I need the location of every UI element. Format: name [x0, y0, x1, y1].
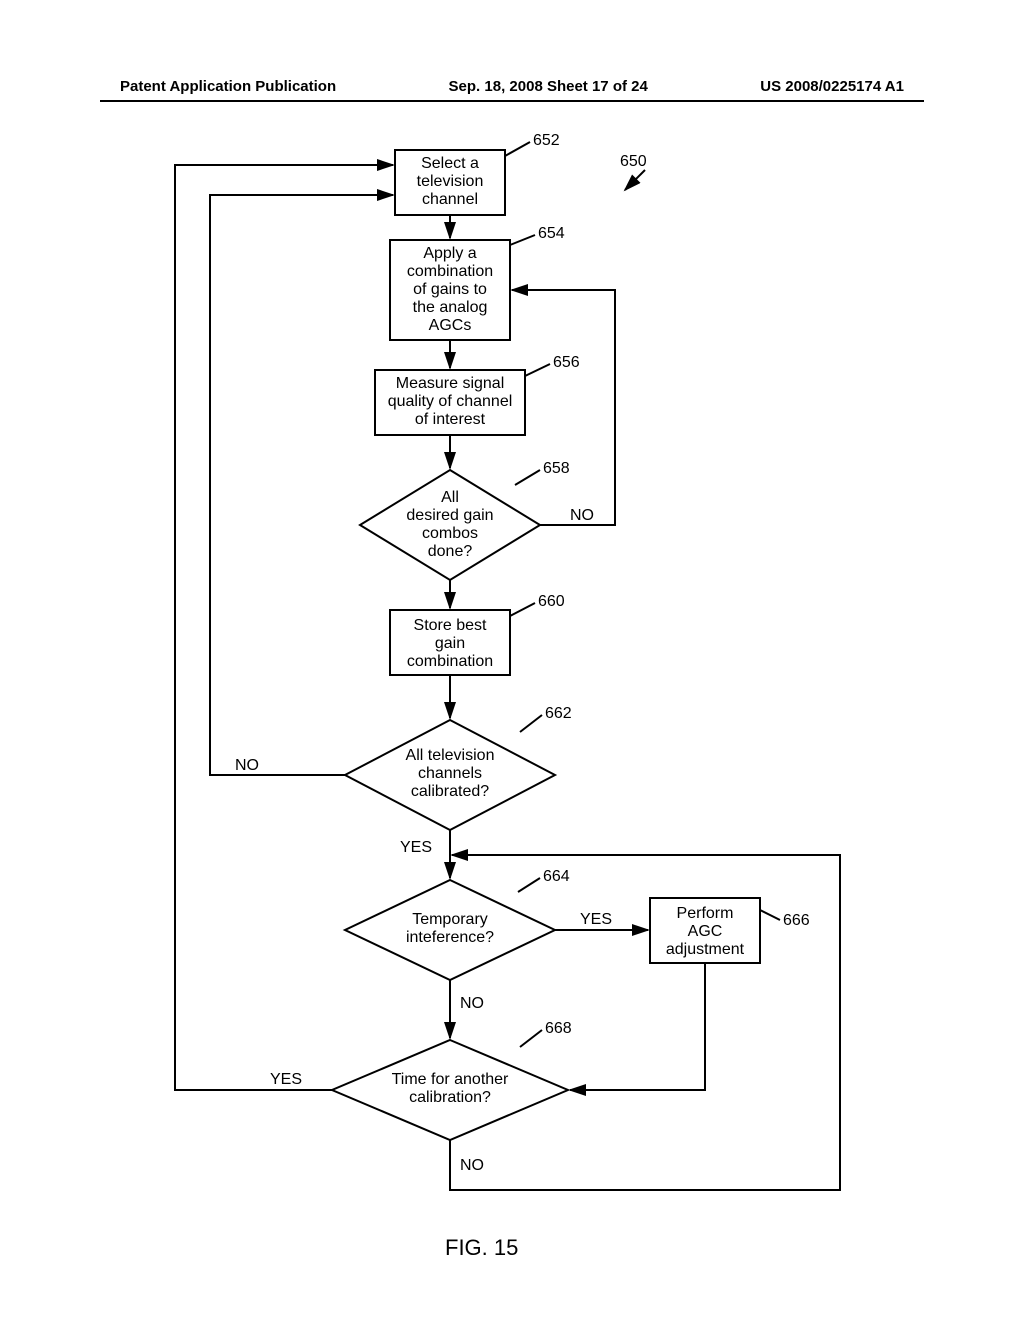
n668-l2: calibration?: [409, 1089, 491, 1106]
n666-l3: adjustment: [666, 941, 745, 958]
n662-l1: All television: [406, 747, 495, 764]
n656-l2: quality of channel: [388, 393, 513, 410]
header-right: US 2008/0225174 A1: [760, 78, 904, 95]
lbl-668-yes: YES: [270, 1071, 302, 1088]
ref-660: 660: [538, 593, 565, 610]
ref-662: 662: [545, 705, 572, 722]
flowchart: 650 Select a television channel 652 Appl…: [120, 130, 900, 1260]
n662-l2: channels: [418, 765, 482, 782]
n654-l5: AGCs: [429, 317, 472, 334]
n660-l1: Store best: [414, 617, 487, 634]
n654-l3: of gains to: [413, 281, 487, 298]
lbl-662-no: NO: [235, 757, 259, 774]
n666-l2: AGC: [688, 923, 723, 940]
n666-l1: Perform: [677, 905, 734, 922]
ref-658: 658: [543, 460, 570, 477]
figure-label: FIG. 15: [445, 1235, 518, 1261]
n660-l2: gain: [435, 635, 465, 652]
lbl-662-yes: YES: [400, 839, 432, 856]
ref-656: 656: [553, 354, 580, 371]
n656-l3: of interest: [415, 411, 486, 428]
header-left: Patent Application Publication: [120, 78, 336, 95]
ref-666: 666: [783, 912, 810, 929]
lbl-664-no: NO: [460, 995, 484, 1012]
n652-l1: Select a: [421, 155, 479, 172]
n658-l4: done?: [428, 543, 473, 560]
ref-668: 668: [545, 1020, 572, 1037]
n654-l2: combination: [407, 263, 493, 280]
n654-l4: the analog: [413, 299, 488, 316]
lbl-664-yes: YES: [580, 911, 612, 928]
n654-l1: Apply a: [423, 245, 476, 262]
lbl-658-no: NO: [570, 507, 594, 524]
n664-l1: Temporary: [412, 911, 488, 928]
n658-l2: desired gain: [406, 507, 493, 524]
n662-l3: calibrated?: [411, 783, 489, 800]
n656-l1: Measure signal: [396, 375, 505, 392]
ref-664: 664: [543, 868, 570, 885]
n658-l3: combos: [422, 525, 478, 542]
n658-l1: All: [441, 489, 459, 506]
page-header: Patent Application Publication Sep. 18, …: [0, 78, 1024, 95]
header-center: Sep. 18, 2008 Sheet 17 of 24: [449, 78, 648, 95]
header-rule: [100, 100, 924, 102]
n652-l2: television: [417, 173, 484, 190]
ref-650: 650: [620, 153, 647, 170]
ref-654: 654: [538, 225, 565, 242]
n660-l3: combination: [407, 653, 493, 670]
n668-l1: Time for another: [392, 1071, 509, 1088]
ref-652: 652: [533, 132, 560, 149]
lbl-668-no: NO: [460, 1157, 484, 1174]
n652-l3: channel: [422, 191, 478, 208]
page: Patent Application Publication Sep. 18, …: [0, 0, 1024, 1320]
n664-l2: inteference?: [406, 929, 494, 946]
